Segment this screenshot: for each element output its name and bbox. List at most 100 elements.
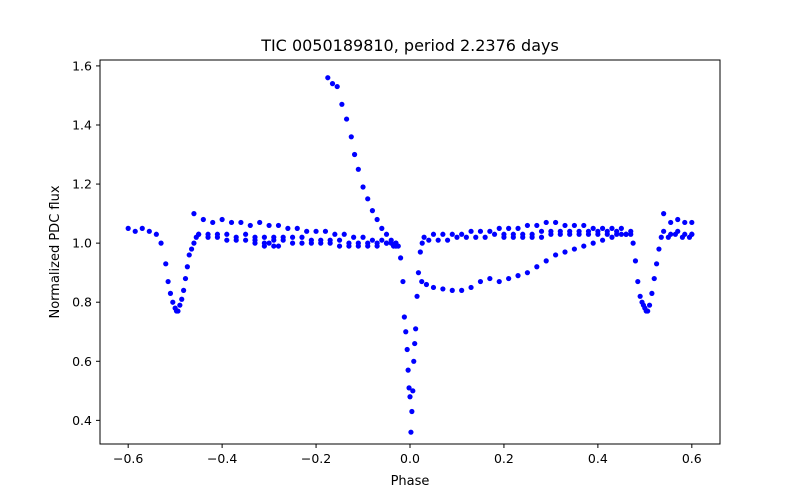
data-point	[459, 231, 465, 237]
data-point	[534, 264, 540, 270]
data-point	[289, 240, 296, 246]
data-point	[562, 222, 568, 229]
data-point	[379, 237, 385, 243]
x-tick-label: −0.2	[301, 451, 331, 466]
data-point	[210, 219, 216, 226]
data-point	[191, 240, 197, 246]
data-point	[415, 270, 422, 276]
data-point	[360, 234, 366, 240]
y-axis-label: Normalized PDC flux	[48, 185, 63, 318]
data-point	[656, 246, 662, 252]
data-point	[233, 237, 239, 243]
data-point	[682, 219, 688, 226]
data-point	[538, 234, 545, 240]
data-point	[271, 237, 277, 243]
y-tick-label: 1.4	[72, 117, 92, 132]
data-point	[661, 228, 667, 234]
data-point	[334, 83, 340, 90]
data-point	[491, 231, 498, 237]
data-point	[165, 278, 171, 285]
data-point	[419, 278, 425, 285]
data-point	[679, 234, 686, 240]
data-point	[408, 429, 414, 435]
data-point	[506, 275, 512, 282]
data-point	[440, 286, 446, 292]
data-point	[379, 225, 385, 231]
data-point	[343, 116, 350, 122]
data-point	[590, 225, 596, 231]
data-point	[325, 75, 331, 81]
data-point	[228, 219, 235, 226]
data-point	[543, 219, 549, 226]
data-point	[609, 225, 615, 231]
data-point	[646, 302, 653, 308]
data-point	[383, 231, 390, 237]
data-point	[200, 216, 206, 223]
data-point	[318, 240, 324, 246]
data-point	[336, 243, 343, 249]
data-point	[280, 237, 286, 243]
data-point	[329, 81, 336, 87]
data-point	[595, 231, 601, 237]
data-point	[170, 299, 176, 305]
data-point	[435, 237, 441, 243]
data-point	[423, 281, 430, 288]
data-point	[477, 278, 484, 285]
data-point	[658, 234, 664, 240]
data-point	[313, 228, 319, 234]
data-point	[139, 225, 145, 231]
data-point	[409, 408, 415, 415]
data-point	[243, 231, 249, 237]
data-point	[355, 243, 361, 249]
data-point	[247, 222, 253, 229]
data-point	[412, 340, 418, 347]
data-point	[383, 240, 390, 246]
data-point	[266, 240, 272, 246]
data-point	[553, 252, 559, 258]
data-point	[459, 287, 465, 293]
data-point	[243, 237, 249, 243]
data-point	[360, 184, 366, 190]
y-axis-ticks: 0.4 0.6 0.8 1.0 1.2 1.4 1.6	[72, 58, 100, 428]
data-point	[562, 249, 568, 255]
data-point	[219, 216, 225, 223]
data-point	[175, 308, 181, 314]
data-point	[261, 243, 267, 249]
data-point	[635, 278, 641, 285]
data-point	[628, 231, 634, 237]
y-tick-label: 0.4	[72, 413, 92, 428]
data-point	[404, 346, 410, 353]
data-point	[538, 228, 545, 234]
x-tick-label: 0.4	[588, 451, 608, 466]
data-point	[261, 234, 267, 240]
data-point	[327, 240, 333, 246]
data-point	[285, 225, 291, 231]
data-point	[146, 228, 152, 234]
data-point	[440, 231, 446, 237]
data-point	[184, 264, 190, 270]
data-point	[158, 240, 164, 246]
x-axis-label: Phase	[391, 474, 430, 489]
data-point	[179, 296, 185, 302]
data-point	[224, 231, 230, 237]
data-point	[665, 234, 671, 240]
data-point	[496, 278, 502, 285]
data-point	[308, 240, 314, 246]
data-point	[510, 234, 516, 240]
data-point	[369, 208, 376, 214]
data-point	[482, 234, 488, 240]
data-point	[393, 243, 399, 249]
y-tick-label: 1.6	[72, 58, 92, 73]
data-point	[477, 228, 484, 234]
data-point	[520, 234, 526, 240]
data-point	[406, 385, 412, 391]
data-point	[351, 151, 358, 158]
data-point	[599, 225, 606, 231]
data-point	[322, 228, 329, 234]
data-point	[153, 231, 159, 237]
data-point	[346, 243, 352, 249]
data-point	[369, 237, 376, 243]
data-point	[299, 234, 305, 240]
data-point	[590, 240, 596, 246]
